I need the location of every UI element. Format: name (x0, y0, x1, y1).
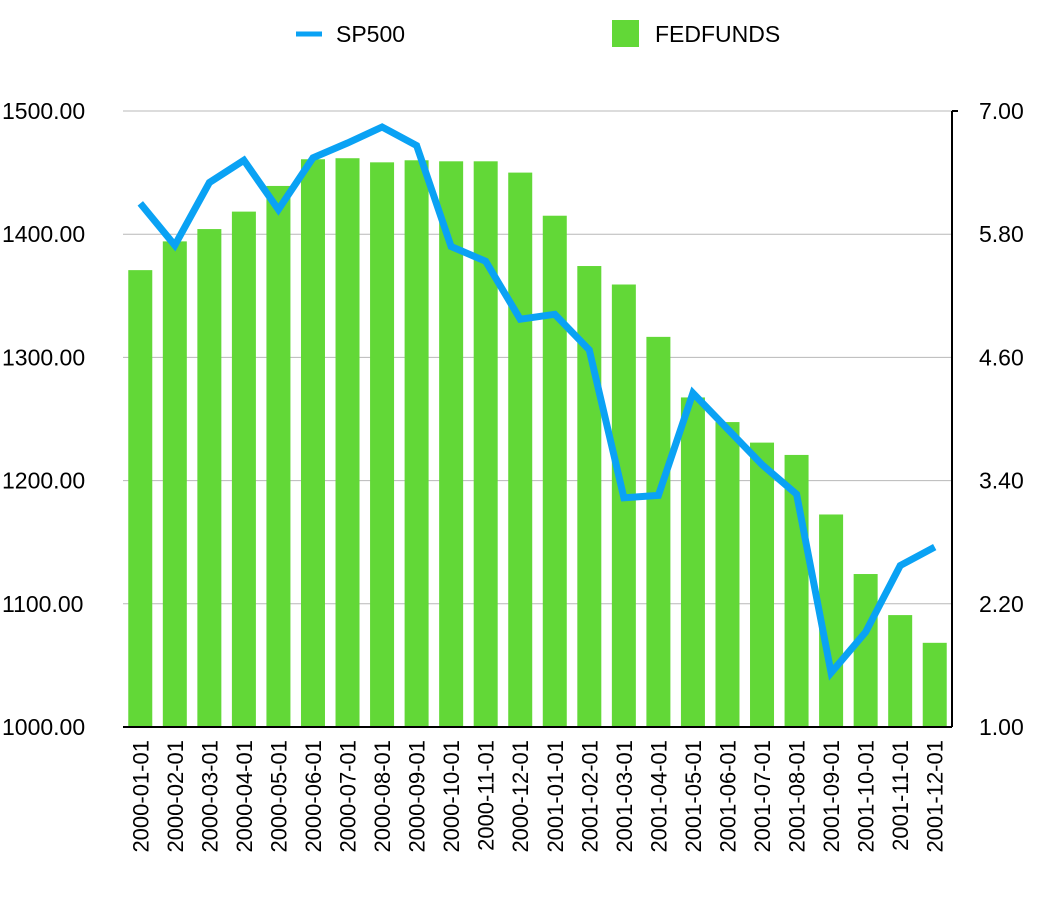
x-tick-label: 2001-07-01 (750, 740, 775, 853)
bar-fedfunds (646, 336, 671, 727)
x-tick-label: 2000-12-01 (508, 740, 533, 853)
x-tick-label: 2000-04-01 (232, 740, 257, 853)
bar-fedfunds (473, 161, 498, 728)
left-tick-label: 1500.00 (2, 98, 85, 124)
bar-fedfunds (542, 215, 567, 727)
x-tick-label: 2001-05-01 (681, 740, 706, 853)
bar-fedfunds (853, 574, 878, 727)
x-tick-label: 2001-11-01 (888, 740, 913, 851)
x-tick-label: 2001-09-01 (819, 740, 844, 853)
legend-label-fedfunds: FEDFUNDS (655, 21, 780, 47)
x-tick-label: 2000-02-01 (163, 740, 188, 853)
bar-fedfunds (508, 172, 533, 728)
sp500-line (137, 123, 937, 681)
x-axis-ticks: 2000-01-01 2000-02-01 2000-03-01 2000-04-01… (128, 740, 947, 853)
x-tick-label: 2000-11-01 (474, 740, 499, 851)
x-tick-label: 2000-10-01 (439, 740, 464, 853)
x-tick-label: 2000-03-01 (197, 740, 222, 853)
left-tick-label: 1100.00 (2, 591, 83, 617)
right-tick-label: 2.20 (979, 591, 1024, 617)
right-tick-label: 5.80 (979, 221, 1024, 247)
x-tick-label: 2000-05-01 (266, 740, 291, 853)
x-tick-label: 2001-06-01 (715, 740, 740, 853)
x-tick-label: 2001-01-01 (543, 740, 568, 853)
bar-fedfunds (300, 159, 325, 728)
x-tick-label: 2001-03-01 (612, 740, 637, 853)
x-tick-label: 2001-02-01 (577, 740, 602, 853)
bar-fedfunds (439, 161, 464, 728)
bar-fedfunds (750, 442, 775, 727)
x-tick-label: 2000-01-01 (128, 740, 153, 853)
bar-fedfunds (888, 615, 913, 727)
left-axis-ticks: 1500.00 1400.00 1300.00 1200.00 1100.00 1000.… (2, 98, 85, 740)
right-axis-ticks: 7.00 5.80 4.60 3.40 2.20 1.00 (979, 98, 1024, 740)
left-tick-label: 1000.00 (2, 714, 85, 740)
left-tick-label: 1200.00 (2, 468, 85, 494)
bar-fedfunds (680, 397, 705, 727)
bar-fedfunds (197, 229, 222, 728)
left-tick-label: 1300.00 (2, 344, 85, 370)
legend-label-sp500: SP500 (336, 21, 405, 47)
bar-fedfunds (370, 162, 395, 728)
x-tick-label: 2000-09-01 (405, 740, 430, 853)
x-tick-label: 2001-10-01 (854, 740, 879, 853)
sp500-line-group (137, 123, 937, 681)
right-tick-label: 1.00 (979, 714, 1024, 740)
x-tick-label: 2000-08-01 (370, 740, 395, 853)
bar-fedfunds (128, 270, 153, 727)
bar-fedfunds (335, 158, 360, 727)
x-tick-label: 2001-12-01 (923, 740, 948, 853)
x-tick-label: 2001-08-01 (785, 740, 810, 853)
x-tick-label: 2001-04-01 (646, 740, 671, 853)
legend-swatch-fedfunds (612, 20, 639, 47)
fedfunds-bars (128, 158, 947, 728)
bar-fedfunds (922, 642, 947, 727)
legend: SP500 FEDFUNDS (296, 20, 780, 47)
x-tick-label: 2000-07-01 (336, 740, 361, 853)
axes (123, 110, 958, 728)
right-tick-label: 7.00 (979, 98, 1024, 124)
left-tick-label: 1400.00 (2, 221, 85, 247)
bar-fedfunds (715, 422, 740, 727)
right-tick-label: 4.60 (979, 344, 1024, 370)
bar-fedfunds (611, 284, 636, 727)
bar-fedfunds (231, 211, 256, 727)
x-tick-label: 2000-06-01 (301, 740, 326, 853)
right-tick-label: 3.40 (979, 468, 1024, 494)
bar-fedfunds (577, 266, 602, 727)
bar-fedfunds (404, 160, 429, 727)
bar-fedfunds (266, 185, 291, 728)
bar-fedfunds (162, 241, 187, 728)
